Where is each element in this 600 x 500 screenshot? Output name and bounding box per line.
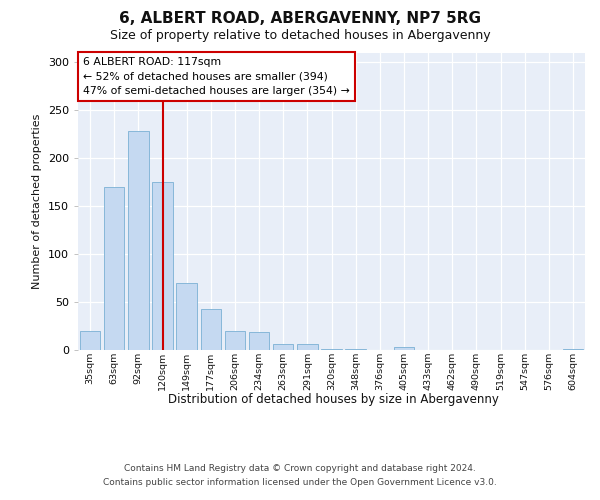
Bar	[104, 187, 124, 350]
Bar	[80, 331, 100, 350]
Bar	[394, 347, 414, 350]
Bar	[152, 182, 173, 350]
Text: Size of property relative to detached houses in Abergavenny: Size of property relative to detached ho…	[110, 29, 490, 42]
Bar	[273, 344, 293, 350]
Bar	[297, 344, 317, 350]
Text: 6, ALBERT ROAD, ABERGAVENNY, NP7 5RG: 6, ALBERT ROAD, ABERGAVENNY, NP7 5RG	[119, 11, 481, 26]
Text: Contains public sector information licensed under the Open Government Licence v3: Contains public sector information licen…	[103, 478, 497, 487]
Bar	[128, 131, 149, 350]
Bar	[200, 308, 221, 350]
Bar	[224, 331, 245, 350]
Bar	[249, 332, 269, 350]
Bar	[346, 349, 366, 350]
Text: 6 ALBERT ROAD: 117sqm
← 52% of detached houses are smaller (394)
47% of semi-det: 6 ALBERT ROAD: 117sqm ← 52% of detached …	[83, 57, 350, 96]
Text: Contains HM Land Registry data © Crown copyright and database right 2024.: Contains HM Land Registry data © Crown c…	[124, 464, 476, 473]
Text: Distribution of detached houses by size in Abergavenny: Distribution of detached houses by size …	[167, 392, 499, 406]
Y-axis label: Number of detached properties: Number of detached properties	[32, 114, 42, 289]
Bar	[563, 349, 583, 350]
Bar	[321, 349, 342, 350]
Bar	[176, 283, 197, 350]
